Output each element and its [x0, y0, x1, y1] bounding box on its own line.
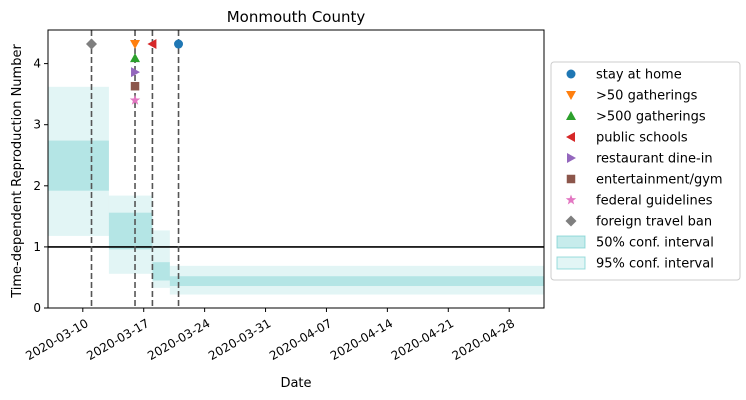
intervention-marker [174, 39, 184, 49]
legend-marker [565, 215, 577, 227]
legend-marker [566, 174, 576, 184]
ci50-band [48, 140, 109, 191]
x-tick-label: 2020-04-21 [389, 316, 456, 363]
x-tick-label: 2020-03-24 [145, 316, 212, 363]
x-axis-label: Date [280, 376, 311, 391]
ci95-band [152, 230, 170, 288]
legend-box [550, 61, 741, 281]
y-tick-label: 0 [33, 301, 41, 315]
legend-label: public schools [596, 131, 688, 146]
ci95-band [108, 195, 153, 274]
x-tick-label: 2020-03-31 [206, 316, 273, 363]
legend-marker [566, 91, 576, 100]
x-tick-label: 2020-04-07 [267, 316, 334, 363]
intervention-marker [130, 40, 141, 50]
intervention-marker [130, 53, 141, 63]
plot-area: 012342020-03-102020-03-172020-03-242020-… [23, 29, 545, 363]
legend-label: stay at home [596, 68, 682, 83]
intervention-marker [131, 67, 141, 78]
legend: stay at home >50 gatherings >500 gathering… [550, 61, 741, 281]
x-tick-label: 2020-04-28 [450, 316, 517, 363]
legend-label: foreign travel ban [596, 215, 712, 230]
legend-label: 50% conf. interval [596, 236, 714, 251]
legend-marker [566, 69, 576, 79]
plot-frame [47, 29, 545, 309]
x-tick-label: 2020-04-14 [328, 316, 395, 363]
legend-swatch [556, 235, 586, 249]
legend-marker [566, 132, 575, 142]
ci50-band [169, 276, 544, 287]
intervention-marker [86, 38, 98, 50]
ci95-band [169, 265, 544, 295]
y-tick-label: 1 [33, 240, 41, 254]
y-tick-label: 2 [33, 179, 41, 193]
legend-marker [565, 194, 577, 205]
y-tick-label: 4 [33, 57, 41, 71]
legend-label: entertainment/gym [596, 173, 723, 188]
ci50-band [108, 212, 153, 250]
legend-label: federal guidelines [596, 194, 713, 209]
y-tick-label: 3 [33, 118, 41, 132]
intervention-marker [129, 94, 141, 105]
intervention-marker [147, 39, 157, 50]
y-axis-label: Time-dependent Reproduction Number [10, 44, 25, 299]
x-tick-label: 2020-03-10 [23, 316, 90, 363]
chart-title: Monmouth County [227, 8, 366, 26]
legend-label: 95% conf. interval [596, 257, 714, 272]
legend-marker [566, 111, 576, 120]
ci50-band [152, 262, 170, 281]
x-tick-label: 2020-03-17 [84, 316, 151, 363]
ci95-band [48, 86, 109, 236]
legend-label: restaurant dine-in [596, 152, 713, 167]
intervention-marker [130, 81, 140, 91]
legend-label: >500 gatherings [596, 110, 706, 125]
legend-marker [567, 153, 576, 163]
legend-swatch [556, 256, 586, 270]
legend-label: >50 gatherings [596, 89, 698, 104]
